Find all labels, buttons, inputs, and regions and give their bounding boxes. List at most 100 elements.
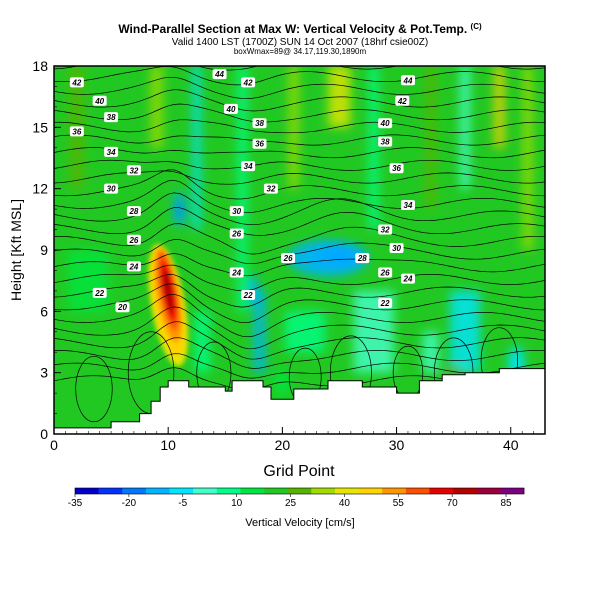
colorbar-frame xyxy=(74,487,525,495)
isentrope-label-text: 28 xyxy=(128,207,138,216)
isentrope-line xyxy=(54,179,545,214)
colorbar-swatch xyxy=(382,488,407,494)
isentrope-label-text: 34 xyxy=(404,201,413,210)
isentrope-label-text: 38 xyxy=(255,119,264,128)
colorbar-swatch xyxy=(453,488,478,494)
isentrope-label-bg xyxy=(126,206,141,217)
field-streak xyxy=(425,66,436,210)
colorbar-swatch xyxy=(193,488,218,494)
isentrope-label-text: 36 xyxy=(255,140,264,149)
isentrope-line xyxy=(54,337,545,369)
isentrope-label: 28 xyxy=(126,206,141,217)
isentrope-line xyxy=(54,119,545,134)
colorbar-swatch xyxy=(216,488,241,494)
isentrope-label: 42 xyxy=(395,95,410,106)
isentrope-line xyxy=(54,207,545,236)
isentrope-label: 26 xyxy=(229,228,244,239)
y-tick-label: 15 xyxy=(32,119,48,135)
isentrope-line xyxy=(54,134,545,146)
isentrope-label-bg xyxy=(400,200,415,211)
isentrope-label-bg xyxy=(355,253,370,264)
colorbar-swatch xyxy=(287,488,312,494)
y-tick-label: 3 xyxy=(40,365,48,381)
colorbar-tick-label: 55 xyxy=(393,498,405,509)
colorbar-swatch xyxy=(122,488,147,494)
isentrope-label-text: 42 xyxy=(71,78,81,87)
isentrope-label-bg xyxy=(229,206,244,217)
isentrope-label: 34 xyxy=(400,200,415,211)
isentrope-label: 38 xyxy=(378,136,393,147)
field-streak xyxy=(237,66,248,312)
x-tick-label: 10 xyxy=(160,437,176,453)
isentrope-label-text: 36 xyxy=(72,127,81,136)
chart-subtitle-2: boxWmax=89@ 34.17,119.30,1890m xyxy=(233,47,367,56)
field-streak xyxy=(192,66,201,230)
isentrope-label-text: 26 xyxy=(128,236,138,245)
isentrope-label-bg xyxy=(92,95,107,106)
y-tick-label: 9 xyxy=(40,242,48,258)
isentrope-label-bg xyxy=(400,75,415,86)
isentrope-label: 30 xyxy=(104,183,119,194)
isentrope-label-text: 32 xyxy=(267,185,276,194)
isentrope-label-bg xyxy=(104,146,119,157)
isentrope-label-bg xyxy=(212,69,227,80)
isentrope-label-text: 44 xyxy=(403,76,413,85)
field-streak xyxy=(194,311,211,373)
isentrope-label-bg xyxy=(69,126,84,137)
isentrope-label-bg xyxy=(378,118,393,129)
isentrope-label-text: 40 xyxy=(380,119,390,128)
isentrope-label-bg xyxy=(241,77,256,88)
isentrope-line xyxy=(54,293,545,338)
colorbar-swatch xyxy=(240,488,265,494)
field-blob xyxy=(288,240,369,277)
isentrope-label: 36 xyxy=(389,163,404,174)
updraft-ring xyxy=(162,271,174,311)
isentrope-line xyxy=(54,169,545,200)
colorbar-swatch xyxy=(334,488,359,494)
isentrope-label: 32 xyxy=(126,165,141,176)
isentrope-label-bg xyxy=(126,165,141,176)
terrain-mask xyxy=(53,368,546,435)
isentrope-label: 26 xyxy=(126,234,141,245)
isentrope-label-bg xyxy=(378,136,393,147)
isentrope-label-text: 26 xyxy=(380,268,390,277)
field-blob xyxy=(176,199,183,220)
isentrope-label: 40 xyxy=(92,95,107,106)
x-axis-label: Grid Point xyxy=(263,463,335,480)
field-streak xyxy=(368,66,379,230)
isentrope-label: 44 xyxy=(400,75,415,86)
isentrope-label-text: 36 xyxy=(392,164,401,173)
isentrope-label-bg xyxy=(223,103,238,114)
isentrope-label: 34 xyxy=(104,146,119,157)
isentrope-label-text: 20 xyxy=(117,303,127,312)
isentrope-label: 32 xyxy=(263,183,278,194)
isentrope-label-text: 38 xyxy=(107,113,116,122)
isentrope-label-bg xyxy=(395,95,410,106)
isentrope-label: 38 xyxy=(252,118,267,129)
colorbar-swatch xyxy=(500,488,525,494)
y-tick-label: 18 xyxy=(32,58,48,74)
isentrope-label-text: 22 xyxy=(243,291,253,300)
isentrope-line xyxy=(54,76,545,99)
isentrope-label-bg xyxy=(229,267,244,278)
chart-title: Wind-Parallel Section at Max W: Vertical… xyxy=(0,22,600,36)
isentrope-label-bg xyxy=(115,302,130,313)
isentrope-label-text: 30 xyxy=(107,185,116,194)
isentrope-label-text: 42 xyxy=(397,97,407,106)
y-tick-label: 6 xyxy=(40,303,48,319)
colorbar-swatch xyxy=(264,488,288,494)
colorbar-tick-label: 10 xyxy=(231,498,243,509)
isentrope-label: 42 xyxy=(241,77,256,88)
field-streak xyxy=(288,66,299,189)
isentrope-label: 40 xyxy=(223,103,238,114)
isentrope-line xyxy=(54,89,545,112)
colorbar-swatch xyxy=(476,488,501,494)
y-axis-label: Height [Kft MSL] xyxy=(8,199,24,301)
isentrope-label-bg xyxy=(92,287,107,298)
isentrope-label: 44 xyxy=(212,69,227,80)
chart-title-text: Wind-Parallel Section at Max W: Vertical… xyxy=(118,22,468,36)
isentrope-loop xyxy=(75,355,113,423)
chart-subtitle: Valid 1400 LST (1700Z) SUN 14 Oct 2007 (… xyxy=(171,37,429,48)
isentrope-label-text: 22 xyxy=(380,299,390,308)
isentrope-label: 28 xyxy=(355,253,370,264)
